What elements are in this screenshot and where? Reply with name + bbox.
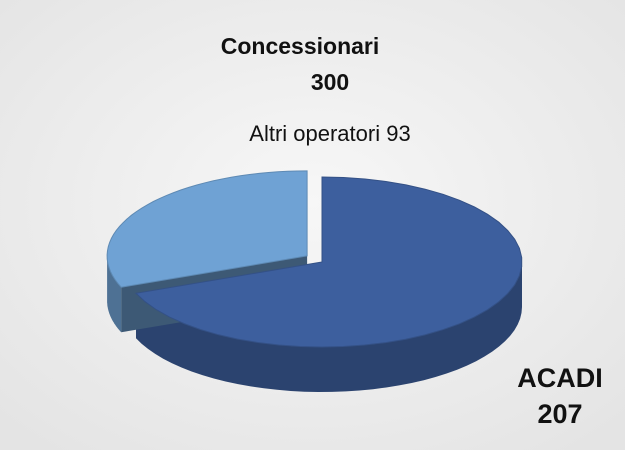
- value-label: 207: [537, 399, 582, 429]
- pie: [106, 170, 523, 392]
- category-label: ACADI: [517, 363, 603, 393]
- slice: [106, 170, 308, 288]
- chart-total: 300: [311, 69, 349, 95]
- slice-side: [107, 255, 122, 333]
- category-label: Altri operatori: [249, 121, 380, 146]
- chart-title: Concessionari: [221, 33, 380, 59]
- value-label: 93: [386, 121, 410, 146]
- slice-label: Altri operatori 93: [249, 121, 410, 146]
- slice: [134, 176, 523, 348]
- slice-side: [136, 262, 522, 392]
